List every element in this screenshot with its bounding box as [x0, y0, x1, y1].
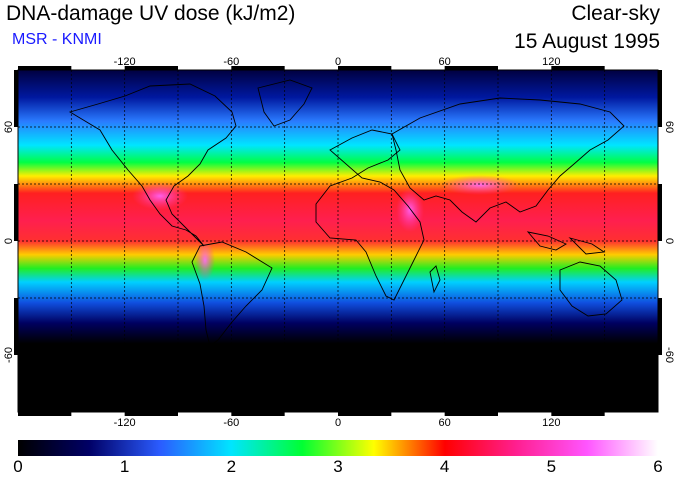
frame-segment	[658, 184, 662, 241]
lon-tick-label-top: -60	[223, 56, 239, 68]
map-border	[17, 69, 659, 413]
frame-segment	[14, 70, 18, 127]
south-america-coast	[191, 241, 273, 347]
frame-segment	[124, 66, 178, 70]
asia-coast	[391, 97, 625, 223]
lon-tick-label-top: 0	[335, 56, 341, 68]
lat-tick-label-right: 60	[663, 121, 675, 133]
colorbar-tick-label: 5	[546, 457, 557, 476]
date-label: 15 August 1995	[514, 30, 660, 53]
frame-segment	[658, 70, 662, 127]
lon-tick-label-bottom: 0	[335, 417, 341, 429]
axis-labels: -120 -120 -60 -60 0 0 60 60 120 120 -60 -60 0 0 60 60	[3, 56, 675, 429]
lon-tick-label-bottom: 60	[439, 417, 451, 429]
frame-segment	[14, 298, 18, 355]
europe-africa-coast	[315, 129, 425, 301]
frame-segment	[551, 66, 605, 70]
lat-tick-label-left: 0	[3, 238, 15, 244]
lon-tick-label-bottom: -60	[223, 417, 239, 429]
frame-segment	[551, 412, 605, 416]
lon-tick-label-top: -120	[114, 56, 136, 68]
madagascar-coast	[429, 265, 441, 294]
frame-segment	[231, 66, 285, 70]
colorbar-tick-label: 3	[333, 457, 343, 476]
sky-condition-label: Clear-sky	[571, 2, 660, 25]
frame-segment	[231, 412, 285, 416]
frame-segment	[18, 412, 72, 416]
colorbar-tick-label: 4	[439, 457, 450, 476]
frame-segment	[14, 184, 18, 241]
uv-hotspots	[132, 175, 520, 280]
colorbar-tick-label: 6	[653, 457, 663, 476]
lat-tick-label-left: 60	[3, 121, 15, 133]
frame-segment	[658, 298, 662, 355]
coastlines	[68, 79, 625, 347]
frame-segment	[124, 412, 178, 416]
lat-tick-label-left: -60	[3, 347, 15, 363]
frame-segment	[18, 66, 72, 70]
lon-tick-label-bottom: -120	[114, 417, 136, 429]
colorbar-tick-label: 1	[119, 457, 130, 476]
lon-tick-label-top: 60	[439, 56, 451, 68]
north-america-coast	[68, 83, 237, 247]
southeast-asia-islands	[526, 231, 606, 255]
map-title: DNA-damage UV dose (kJ/m2)	[6, 2, 296, 25]
graticule	[18, 70, 658, 412]
colorbar-tick-label: 0	[13, 457, 23, 476]
source-label: MSR - KNMI	[12, 31, 102, 48]
lat-tick-label-right: 0	[663, 238, 675, 244]
lon-tick-label-bottom: 120	[542, 417, 560, 429]
frame-segment	[444, 66, 498, 70]
greenland-coast	[257, 79, 313, 127]
frame-segment	[338, 412, 392, 416]
lon-tick-label-top: 120	[542, 56, 560, 68]
colorbar	[18, 440, 658, 456]
colorbar-tick-label: 2	[226, 457, 237, 476]
frame-segment	[338, 66, 392, 70]
lat-tick-label-right: -60	[663, 347, 675, 363]
frame-segment	[444, 412, 498, 416]
map-frame	[14, 66, 662, 416]
